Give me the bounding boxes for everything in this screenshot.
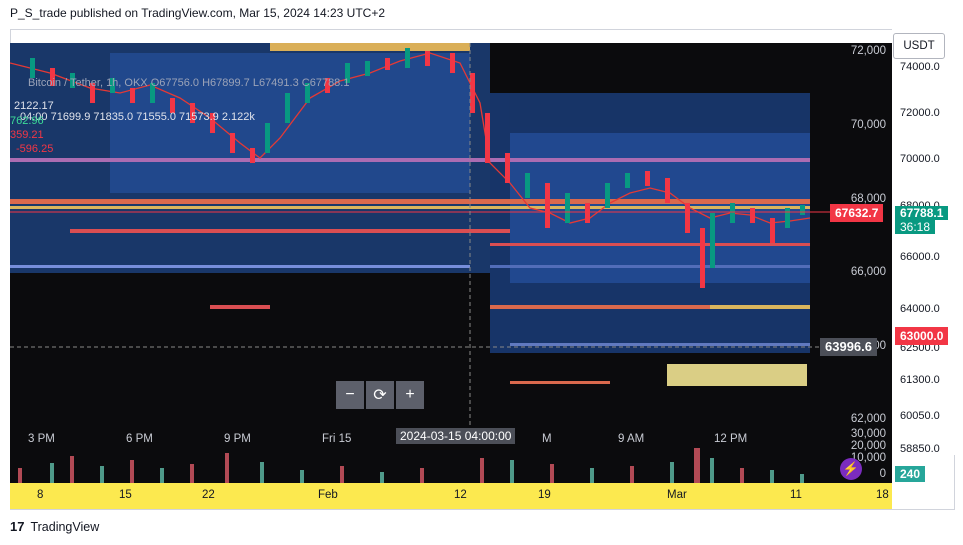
zoom-in-button[interactable]: + [396,381,424,409]
publish-caption: P_S_trade published on TradingView.com, … [10,6,386,20]
ohlc-legend: 04:00 71699.9 71835.0 71555.0 71573.9 2.… [20,111,255,123]
volume-value-1: 2122.17 [14,100,54,112]
right-price-scale[interactable]: 74000.0 72000.0 70000.0 68000.0 66000.0 … [892,29,955,455]
symbol-legend[interactable]: Bitcoin / Tether, 1h, OKX O67756.0 H6789… [28,77,350,89]
zoom-out-button[interactable]: − [336,381,364,409]
scale-tick: 74000.0 [900,61,940,73]
volume-tick: 20,000 [850,440,886,452]
zoom-controls: − ⟳ + [336,381,424,409]
date-tick: 15 [119,489,132,501]
last-close-tag: 67788.1 [895,206,949,220]
volume-tick: 0 [879,468,886,480]
price-tick: 62,000 [850,413,886,425]
volume-badge: 240 [895,466,926,482]
date-tick: 22 [202,489,215,501]
price-axis[interactable]: 72,000 70,000 68,000 66,000 64,000 62,00… [830,43,892,430]
volume-value-2: 762.96 [10,115,44,127]
volume-tick: 30,000 [850,428,886,440]
scale-tick: 58850.0 [900,443,940,455]
date-tick: Mar [667,489,687,501]
time-tick: M [542,433,552,445]
volume-tick: 10,000 [850,452,886,464]
time-tick: 9 AM [618,433,645,445]
footer-brand[interactable]: 17 TradingView [10,519,99,534]
footer-label: TradingView [30,519,100,534]
candlesticks [30,48,805,288]
volume-axis: 30,000 20,000 10,000 0 [830,428,892,483]
scale-tick: 70000.0 [900,153,940,165]
liquidity-heatmap [10,43,810,386]
level-price-tag: 63000.0 [895,327,949,345]
scale-tick: 60050.0 [900,410,940,422]
volume-bars [18,448,804,483]
reset-zoom-button[interactable]: ⟳ [366,381,394,409]
main-chart-pane[interactable]: Bitcoin / Tether, 1h, OKX O67756.0 H6789… [10,43,830,430]
crosshair-price-tag: 63996.6 [820,338,877,356]
volume-value-3: 359.21 [10,129,44,141]
price-tick: 70,000 [850,119,886,131]
price-tick: 66,000 [850,266,886,278]
time-tick: 3 PM [28,433,55,445]
volume-value-4: -596.25 [16,143,54,155]
scale-tick: 72000.0 [900,107,940,119]
scale-tick: 66000.0 [900,251,940,263]
time-tick: Fri 15 [322,433,352,445]
price-tick: 72,000 [850,45,886,57]
heatmap-svg [10,43,830,430]
scale-tick: 64000.0 [900,303,940,315]
countdown-tag: 36:18 [895,220,936,234]
tradingview-logo-icon: 17 [10,519,25,534]
crosshair-time-label: 2024-03-15 04:00:00 [396,428,516,444]
scale-tick: 61300.0 [900,374,940,386]
date-tick: 12 [454,489,467,501]
date-tick: 11 [790,489,802,501]
last-price-tag: 67632.7 [830,204,884,222]
volume-pane[interactable] [10,448,830,483]
date-tick: 19 [538,489,551,501]
currency-button[interactable]: USDT [893,33,945,59]
time-tick: 6 PM [126,433,153,445]
scale-tick: 62500.0 [900,342,940,354]
price-tick: 68,000 [850,193,886,205]
time-tick: 12 PM [714,433,748,445]
time-tick: 9 PM [224,433,251,445]
date-tick: 8 [37,489,44,501]
date-tick: Feb [318,489,338,501]
date-axis[interactable]: 8 15 22 Feb 12 19 Mar 11 18 [10,483,892,509]
date-tick: 18 [876,489,889,501]
lightning-icon[interactable]: ⚡ [840,458,862,480]
